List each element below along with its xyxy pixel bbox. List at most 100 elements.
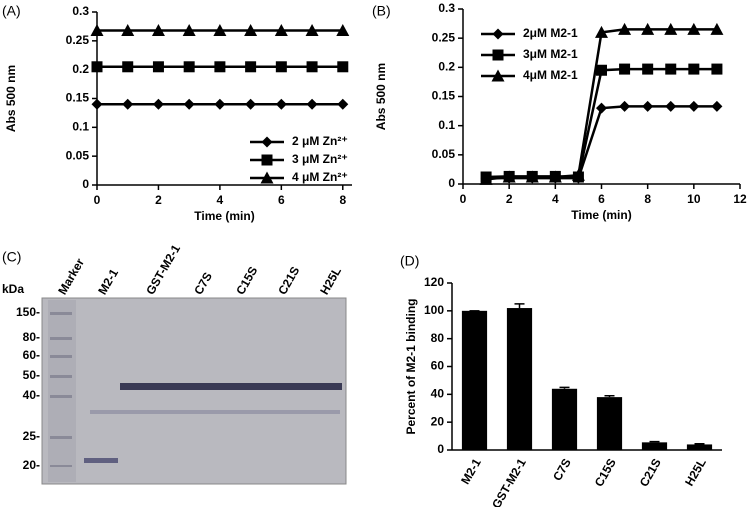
lane-label: H25L <box>317 265 344 297</box>
series-line <box>486 67 717 179</box>
legend-marker <box>491 69 505 82</box>
marker <box>596 102 607 114</box>
marker <box>688 63 700 75</box>
x-axis-label: Time (min) <box>571 208 631 222</box>
marker <box>618 22 632 35</box>
error-bar <box>559 386 570 389</box>
x-tick-label: C21S <box>637 456 664 489</box>
legend-label: 2 μM Zn²⁺ <box>292 134 348 148</box>
gel-image <box>41 297 347 485</box>
panel-label: (D) <box>400 253 419 269</box>
legend-marker <box>492 49 504 61</box>
marker <box>213 23 227 36</box>
marker <box>183 98 195 110</box>
y-axis-label: Abs 500 nm <box>4 65 18 132</box>
legend-label: 3μM M2-1 <box>523 47 578 61</box>
legend-label: 4 μM Zn²⁺ <box>292 170 348 184</box>
marker <box>710 22 724 35</box>
series-line <box>486 105 717 180</box>
marker <box>642 63 654 75</box>
marker <box>306 61 318 73</box>
marker <box>664 22 678 35</box>
x-tick-label: C15S <box>592 456 619 489</box>
legend-marker <box>492 28 504 40</box>
marker <box>183 61 195 73</box>
legend-marker <box>261 154 273 166</box>
legend-label: 4μM M2-1 <box>523 68 578 82</box>
y-tick-label: 0.2 <box>438 60 455 74</box>
marker <box>479 172 493 185</box>
lane-label: C15S <box>233 264 260 297</box>
marker <box>665 100 677 112</box>
marker <box>151 23 165 36</box>
marker <box>336 23 350 36</box>
marker <box>275 98 287 110</box>
y-tick-label: 60 <box>431 359 445 373</box>
y-tick-label: 0.15 <box>66 91 90 105</box>
marker <box>687 22 701 35</box>
y-tick-label: 0.1 <box>438 118 455 132</box>
marker <box>688 100 700 112</box>
bar <box>641 442 668 450</box>
panel-label: (B) <box>372 3 391 19</box>
y-tick-label: 0 <box>437 442 444 456</box>
marker <box>337 98 349 110</box>
y-tick-label: 0 <box>82 177 89 191</box>
y-tick-label: 20 <box>431 414 445 428</box>
x-tick-label: H25L <box>682 456 709 488</box>
marker <box>152 98 164 110</box>
panel-label: (A) <box>2 3 21 19</box>
x-axis-label: Time (min) <box>194 209 254 223</box>
marker <box>244 23 258 36</box>
marker <box>122 98 134 110</box>
marker <box>502 170 516 183</box>
marker <box>665 63 677 75</box>
y-tick-label: 0.25 <box>432 30 456 44</box>
x-tick-label: GST-M2-1 <box>489 456 529 507</box>
marker <box>337 61 349 73</box>
y-tick-label: 0.3 <box>438 1 455 15</box>
legend-marker <box>261 136 273 148</box>
x-tick-label: 0 <box>460 192 467 206</box>
lane-label: C21S <box>275 264 302 297</box>
x-tick-label: 8 <box>644 192 651 206</box>
bar <box>596 397 623 450</box>
error-bar <box>694 442 705 445</box>
y-tick-label: 0.05 <box>66 148 90 162</box>
marker <box>305 23 319 36</box>
error-bar <box>604 394 615 398</box>
marker <box>275 61 287 73</box>
marker <box>619 63 631 75</box>
error-bar <box>649 440 660 443</box>
y-tick-label: 0.2 <box>72 62 89 76</box>
x-tick-label: 6 <box>278 193 285 207</box>
marker-label: 40- <box>23 388 40 402</box>
x-tick-label: 2 <box>155 193 162 207</box>
marker <box>91 98 103 110</box>
marker-label: 60- <box>23 348 40 362</box>
marker <box>711 100 723 112</box>
x-tick-label: 4 <box>217 193 224 207</box>
marker-label: 50- <box>23 368 40 382</box>
y-tick-label: 0.1 <box>72 120 89 134</box>
lane-label: C7S <box>191 270 215 297</box>
marker-label: 80- <box>23 330 40 344</box>
y-axis-label: Abs 500 nm <box>374 63 388 130</box>
marker <box>245 98 257 110</box>
lane-label: Marker <box>55 256 87 297</box>
marker <box>90 23 104 36</box>
marker <box>548 170 562 183</box>
x-tick-label: 10 <box>687 192 701 206</box>
marker <box>274 23 288 36</box>
x-tick-label: 2 <box>506 192 513 206</box>
y-tick-label: 80 <box>431 331 445 345</box>
marker <box>245 61 257 73</box>
x-tick-label: C7S <box>550 456 574 483</box>
marker-label: 150- <box>16 305 40 319</box>
marker <box>306 98 318 110</box>
marker <box>122 61 134 73</box>
y-tick-label: 0.25 <box>66 33 90 47</box>
y-tick-label: 120 <box>424 275 444 289</box>
marker <box>619 100 631 112</box>
